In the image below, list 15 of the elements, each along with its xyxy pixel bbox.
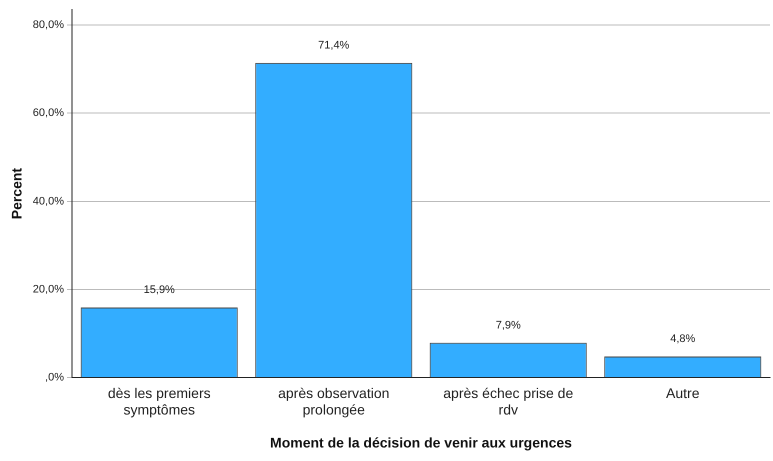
y-tick-label: 20,0% — [32, 283, 64, 296]
data-label: 71,4% — [318, 39, 350, 52]
y-tick-label: ,0% — [45, 372, 64, 384]
x-tick-label: Autre — [666, 384, 700, 401]
y-tick-label: 40,0% — [32, 195, 64, 208]
data-label: 4,8% — [670, 332, 696, 345]
y-tick-label: 80,0% — [32, 19, 64, 32]
x-tick-label: dès les premiers symptômes — [108, 384, 211, 418]
x-axis-title: Moment de la décision de venir aux urgences — [270, 434, 572, 450]
data-label: 15,9% — [144, 284, 176, 296]
y-tick-label: 60,0% — [32, 107, 64, 120]
data-label: 7,9% — [496, 319, 521, 332]
x-tick-label: après observation prolongée — [278, 384, 390, 418]
x-tick-label: après échec prise de rdv — [443, 384, 574, 418]
y-axis-title: Percent — [8, 168, 24, 220]
